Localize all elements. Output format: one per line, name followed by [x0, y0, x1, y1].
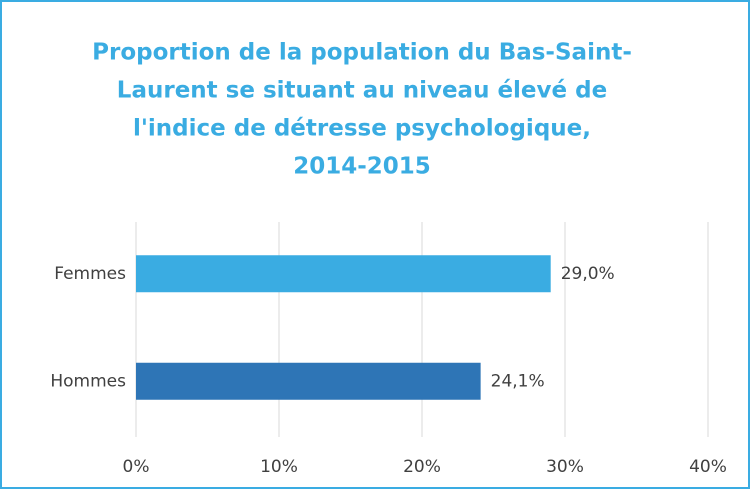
x-tick-label: 10% [260, 457, 298, 477]
data-label: 24,1% [491, 371, 545, 391]
x-tick-label: 0% [123, 457, 150, 477]
y-tick-label: Femmes [54, 264, 126, 284]
chart-title: l'indice de détresse psychologique, [133, 116, 591, 142]
x-tick-label: 30% [546, 457, 584, 477]
bar [136, 362, 481, 400]
chart-title: Laurent se situant au niveau élevé de [117, 78, 607, 104]
bar [136, 255, 551, 293]
x-tick-label: 20% [403, 457, 441, 477]
x-tick-label: 40% [689, 457, 727, 477]
data-label: 29,0% [561, 264, 615, 284]
chart-title: 2014-2015 [293, 154, 431, 180]
y-tick-label: Hommes [50, 371, 126, 391]
chart-title: Proportion de la population du Bas-Saint… [92, 40, 632, 66]
